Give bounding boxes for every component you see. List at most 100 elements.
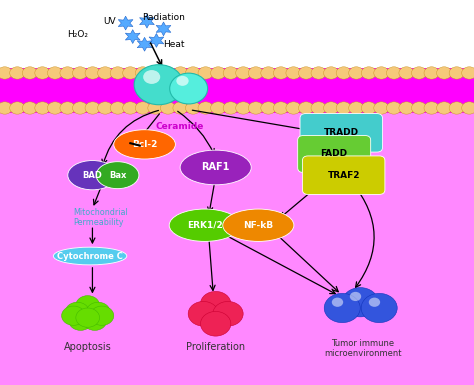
Circle shape [286, 102, 301, 114]
Circle shape [60, 102, 75, 114]
Circle shape [69, 311, 92, 330]
Circle shape [223, 67, 238, 79]
Text: Mitochondrial
Permeability: Mitochondrial Permeability [73, 208, 128, 227]
Circle shape [273, 67, 289, 79]
Circle shape [143, 70, 160, 84]
Circle shape [424, 67, 439, 79]
Circle shape [349, 102, 364, 114]
Circle shape [176, 76, 189, 86]
Ellipse shape [169, 209, 240, 241]
Circle shape [98, 67, 113, 79]
Circle shape [210, 102, 226, 114]
Circle shape [411, 67, 427, 79]
Text: ERK1/2: ERK1/2 [187, 221, 223, 230]
Text: Cytochrome C: Cytochrome C [57, 251, 123, 261]
Circle shape [361, 293, 397, 323]
Text: Ceramide: Ceramide [156, 122, 204, 131]
Circle shape [90, 306, 114, 325]
Circle shape [98, 102, 113, 114]
Circle shape [369, 298, 380, 307]
Circle shape [22, 67, 37, 79]
Ellipse shape [223, 209, 294, 241]
Circle shape [248, 102, 264, 114]
Text: TRADD: TRADD [324, 128, 359, 137]
Text: RAF1: RAF1 [201, 162, 230, 172]
Polygon shape [139, 14, 155, 28]
Bar [0, 69, 474, 112]
Polygon shape [149, 33, 164, 47]
Circle shape [123, 67, 138, 79]
Circle shape [236, 102, 251, 114]
Circle shape [374, 102, 389, 114]
Text: NF-kB: NF-kB [243, 221, 273, 230]
Circle shape [361, 102, 376, 114]
Circle shape [160, 102, 175, 114]
Circle shape [437, 102, 452, 114]
Circle shape [170, 73, 208, 104]
Circle shape [62, 306, 85, 325]
Circle shape [213, 301, 243, 326]
Text: TRAF2: TRAF2 [328, 171, 360, 180]
Circle shape [148, 67, 163, 79]
Circle shape [324, 102, 339, 114]
Circle shape [185, 67, 201, 79]
Ellipse shape [68, 161, 117, 190]
Circle shape [110, 67, 125, 79]
Circle shape [342, 288, 378, 317]
Circle shape [85, 102, 100, 114]
Circle shape [374, 67, 389, 79]
Circle shape [399, 102, 414, 114]
Circle shape [86, 302, 110, 321]
Circle shape [173, 67, 188, 79]
Circle shape [47, 67, 63, 79]
Circle shape [299, 67, 314, 79]
Circle shape [134, 65, 183, 105]
Text: Bcl-2: Bcl-2 [132, 140, 157, 149]
Polygon shape [118, 16, 133, 30]
Circle shape [76, 308, 100, 327]
Circle shape [83, 311, 107, 330]
Circle shape [261, 102, 276, 114]
Ellipse shape [96, 162, 139, 189]
Circle shape [201, 311, 231, 336]
Polygon shape [137, 37, 152, 51]
Circle shape [350, 292, 361, 301]
Text: Tumor immune
microenvironment: Tumor immune microenvironment [324, 339, 401, 358]
Circle shape [324, 67, 339, 79]
Circle shape [286, 67, 301, 79]
FancyBboxPatch shape [298, 136, 371, 172]
Circle shape [135, 67, 150, 79]
Circle shape [85, 67, 100, 79]
Circle shape [173, 102, 188, 114]
Polygon shape [156, 22, 171, 36]
Text: Bax: Bax [109, 171, 126, 180]
Circle shape [349, 67, 364, 79]
Ellipse shape [53, 247, 127, 265]
Circle shape [185, 102, 201, 114]
Circle shape [60, 67, 75, 79]
Text: Heat: Heat [164, 40, 185, 49]
Circle shape [35, 102, 50, 114]
Circle shape [148, 102, 163, 114]
Text: Radiation: Radiation [142, 13, 185, 22]
Circle shape [361, 67, 376, 79]
Circle shape [73, 67, 88, 79]
Text: UV: UV [103, 17, 116, 27]
Circle shape [22, 102, 37, 114]
Circle shape [273, 102, 289, 114]
Circle shape [35, 67, 50, 79]
FancyBboxPatch shape [302, 156, 385, 194]
Text: Proliferation: Proliferation [186, 341, 245, 352]
Text: BAD: BAD [82, 171, 102, 180]
Circle shape [9, 67, 25, 79]
Circle shape [236, 67, 251, 79]
Circle shape [210, 67, 226, 79]
Circle shape [336, 67, 351, 79]
Polygon shape [125, 30, 140, 44]
Circle shape [188, 301, 219, 326]
Circle shape [336, 102, 351, 114]
Ellipse shape [180, 150, 251, 185]
FancyBboxPatch shape [300, 114, 383, 152]
Circle shape [324, 293, 360, 323]
Circle shape [198, 67, 213, 79]
